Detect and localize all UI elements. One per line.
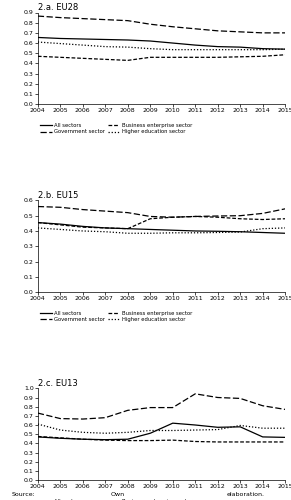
Text: elaboration.: elaboration. [227,492,265,498]
Legend: All sectors, Government sector, Business enterprise sector, Higher education sec: All sectors, Government sector, Business… [40,311,192,322]
Text: 2.a. EU28: 2.a. EU28 [38,2,78,12]
Text: 2.b. EU15: 2.b. EU15 [38,190,78,200]
Text: 2.c. EU13: 2.c. EU13 [38,378,78,388]
Legend: All sectors, Government sector, Business enterprise sector, Higher education sec: All sectors, Government sector, Business… [40,124,192,134]
Text: Own: Own [111,492,125,498]
Text: Source:: Source: [12,492,36,498]
Legend: All sectors, Government sector, Business enterprise sector, Higher education sec: All sectors, Government sector, Business… [40,499,192,500]
